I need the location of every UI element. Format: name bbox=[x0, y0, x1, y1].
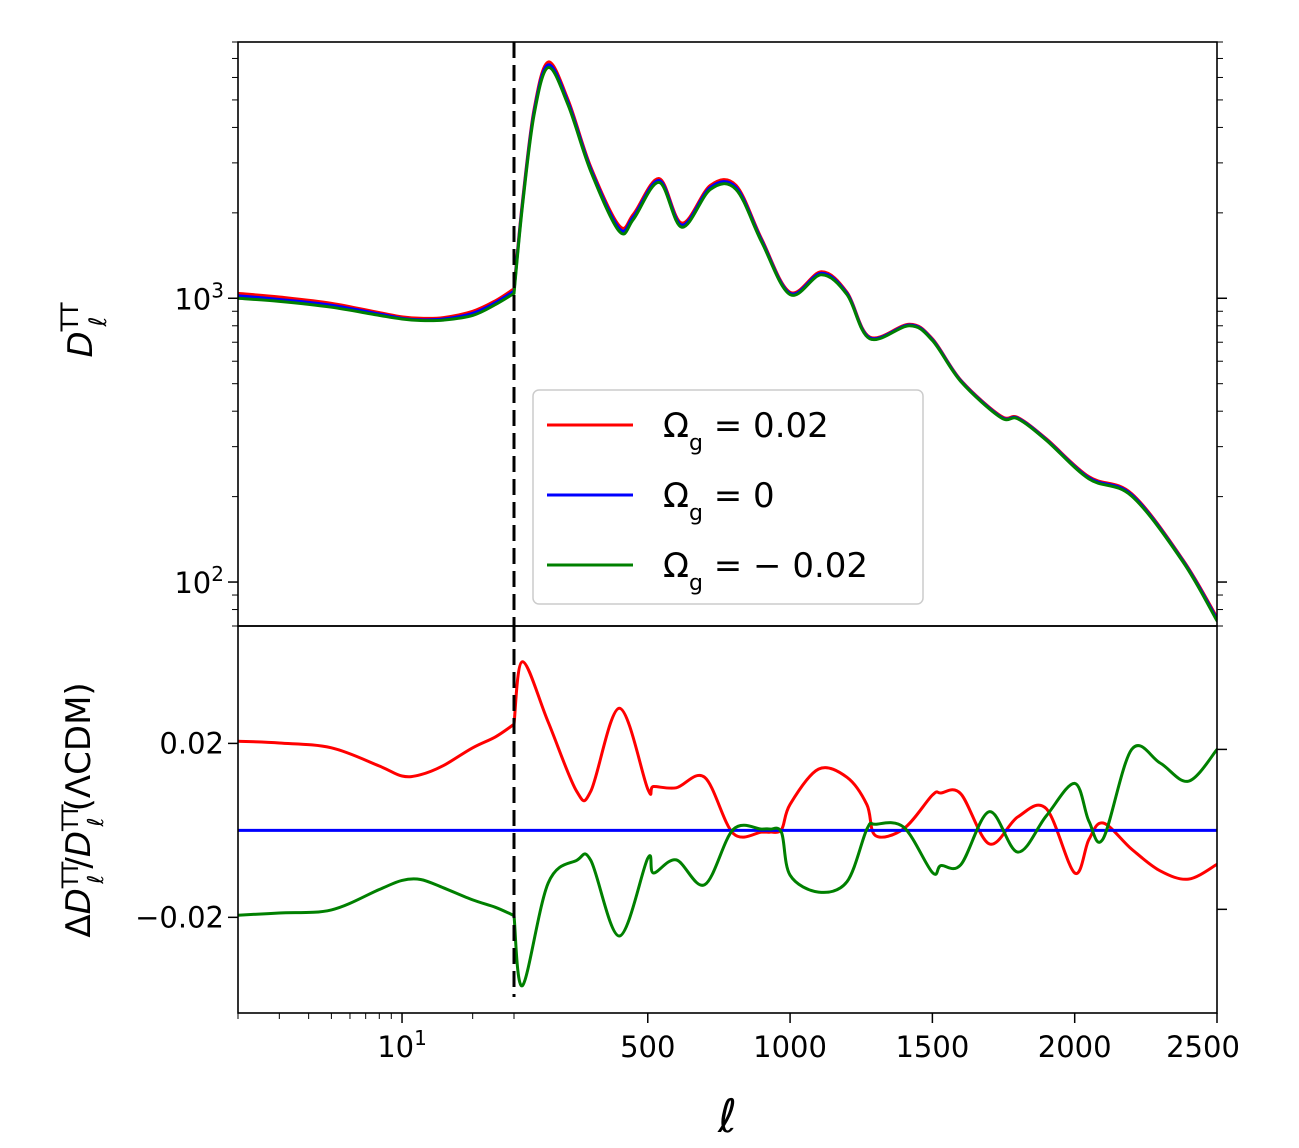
x-axis-ticks: 101 500 1000 1500 2000 2500 bbox=[237, 1013, 1240, 1064]
legend-box bbox=[532, 389, 924, 605]
x-axis-label: ℓ bbox=[717, 1089, 737, 1143]
bottom-series-0-linear-part bbox=[512, 660, 1217, 881]
xtick-linear-label-3: 2000 bbox=[1038, 1030, 1112, 1064]
bottom-axes-frame bbox=[237, 625, 1218, 1014]
legend: Ωg = 0.02 Ωg = 0 Ωg = − 0.02 bbox=[532, 389, 924, 605]
bottom-series-lines bbox=[238, 660, 1217, 988]
xtick-linear-label-2: 1500 bbox=[895, 1030, 969, 1064]
xtick-log-label-0: 101 bbox=[377, 1026, 427, 1064]
top-ylabel: DTTℓ bbox=[56, 302, 112, 357]
bottom-panel: 0.02 −0.02 bbox=[135, 625, 1227, 1014]
top-ytick-label-0: 102 bbox=[174, 562, 224, 600]
bottom-series-2-log-part bbox=[238, 877, 516, 918]
legend-label-1: Ωg = 0 bbox=[663, 476, 775, 526]
xtick-linear-label-0: 500 bbox=[620, 1030, 675, 1064]
bottom-ytick-label-0: 0.02 bbox=[159, 726, 224, 760]
top-ytick-label-1: 103 bbox=[174, 278, 224, 316]
legend-label-0: Ωg = 0.02 bbox=[663, 406, 829, 456]
xtick-linear-label-4: 2500 bbox=[1166, 1030, 1240, 1064]
bottom-series-0-log-part bbox=[238, 722, 516, 779]
top-y-ticks: 102 103 bbox=[174, 41, 1227, 627]
legend-label-2: Ωg = − 0.02 bbox=[663, 546, 868, 596]
top-series-2-linear-part bbox=[512, 66, 1217, 623]
top-series-2-log-part bbox=[238, 291, 516, 323]
bottom-series-2-linear-part bbox=[512, 744, 1217, 988]
bottom-ylabel: ΔDTTℓ/DTTℓ(ΛCDM) bbox=[59, 682, 109, 937]
axis-labels: DTTℓ ΔDTTℓ/DTTℓ(ΛCDM) ℓ bbox=[56, 302, 737, 1143]
xtick-linear-label-1: 1000 bbox=[753, 1030, 827, 1064]
bottom-ytick-label-1: −0.02 bbox=[135, 900, 224, 934]
top-panel: 102 103 bbox=[174, 41, 1227, 627]
top-series-lines bbox=[238, 60, 1217, 623]
bottom-y-ticks: 0.02 −0.02 bbox=[135, 726, 1227, 934]
